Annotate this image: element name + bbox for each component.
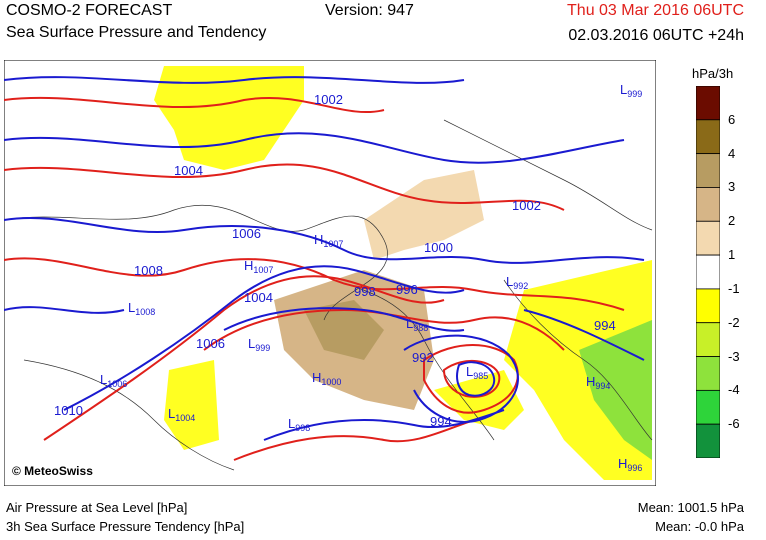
pressure-center: H1007 (314, 232, 343, 249)
mean-tendency: Mean: -0.0 hPa (655, 519, 744, 534)
pressure-center: L992 (506, 274, 528, 291)
forecast-datetime: Thu 03 Mar 2016 06UTC (567, 2, 744, 19)
pressure-legend: Air Pressure at Sea Level [hPa] (6, 500, 188, 515)
isobars-blue (4, 76, 645, 441)
colorbar-swatch (696, 254, 720, 290)
coastlines (4, 119, 653, 471)
colorbar-swatch (696, 86, 720, 121)
pressure-center: L1008 (128, 300, 155, 317)
pressure-label: 994 (430, 414, 452, 429)
pressure-label: 994 (594, 318, 616, 333)
colorbar-swatch (696, 322, 720, 357)
forecast-validity: 02.03.2016 06UTC +24h (568, 27, 744, 44)
pressure-centers: L999 H1007 H1007 L1008 L992 L988 L999 L9… (100, 82, 642, 473)
colorbar-label: -3 (728, 348, 740, 364)
pressure-label: 1008 (134, 263, 163, 278)
pressure-center: L1004 (168, 406, 195, 423)
isobars-red (4, 96, 625, 461)
copyright-notice: © MeteoSwiss (10, 464, 95, 478)
pressure-center: H1000 (312, 370, 341, 387)
colorbar-label: 1 (728, 247, 736, 263)
tendency-colorbar (696, 86, 720, 458)
colorbar-label: -4 (728, 382, 740, 398)
pressure-center: L998 (288, 416, 310, 433)
colorbar-swatch (696, 220, 720, 256)
pressure-label: 1002 (512, 198, 541, 213)
colorbar-swatch (696, 153, 720, 188)
forecast-subtitle: Sea Surface Pressure and Tendency (6, 24, 267, 41)
pressure-label: 1000 (424, 240, 453, 255)
colorbar-label: -2 (728, 314, 740, 330)
colorbar-swatch (696, 187, 720, 222)
pressure-label: 992 (412, 350, 434, 365)
colorbar-label: -1 (728, 280, 740, 296)
colorbar-label: 4 (728, 145, 736, 161)
pressure-label: 1004 (174, 163, 203, 178)
colorbar-swatch (696, 389, 720, 425)
forecast-title: COSMO-2 FORECAST (6, 2, 173, 19)
colorbar-label: 6 (728, 111, 736, 127)
colorbar-swatch (696, 288, 720, 324)
colorbar-label: -6 (728, 416, 740, 432)
pressure-center: L988 (406, 316, 428, 333)
tendency-legend: 3h Sea Surface Pressure Tendency [hPa] (6, 519, 245, 534)
pressure-center: L999 (620, 82, 642, 99)
colorbar-label: 3 (728, 179, 736, 195)
pressure-center: H1007 (244, 258, 273, 275)
colorbar-unit: hPa/3h (692, 66, 734, 81)
colorbar-label: 2 (728, 213, 736, 229)
pressure-center: H994 (586, 374, 610, 391)
pressure-center: L1006 (100, 372, 127, 389)
version-label: Version: 947 (325, 2, 414, 19)
colorbar-swatch (696, 356, 720, 391)
pressure-label: 1010 (54, 403, 83, 418)
pressure-label: 1004 (244, 290, 273, 305)
pressure-center: L985 (466, 364, 488, 381)
pressure-label: 996 (396, 282, 418, 297)
colorbar-swatch (696, 423, 720, 458)
pressure-label: 1006 (196, 336, 225, 351)
pressure-center: L999 (248, 336, 270, 353)
pressure-label: 1002 (314, 92, 343, 107)
pressure-center: H996 (618, 456, 642, 473)
colorbar-swatch (696, 119, 720, 155)
mean-pressure: Mean: 1001.5 hPa (637, 500, 744, 515)
pressure-map: 1002 1004 1006 1008 1000 1002 998 996 10… (4, 60, 656, 486)
pressure-label: 1006 (232, 226, 261, 241)
pressure-label: 998 (354, 284, 376, 299)
pressure-labels: 1002 1004 1006 1008 1000 1002 998 996 10… (54, 92, 616, 429)
